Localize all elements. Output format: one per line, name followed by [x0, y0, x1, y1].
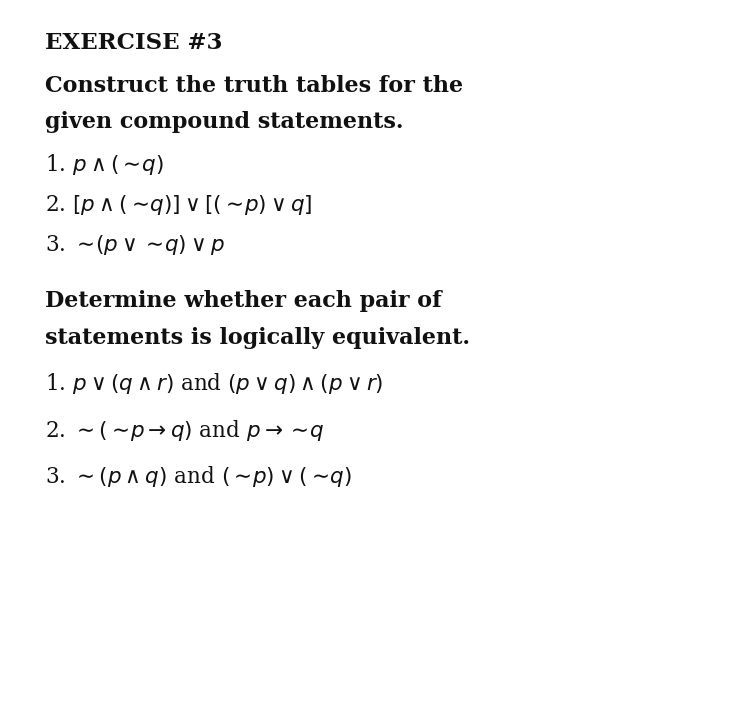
Text: Determine whether each pair of: Determine whether each pair of: [45, 290, 441, 312]
Text: statements is logically equivalent.: statements is logically equivalent.: [45, 327, 470, 349]
Text: given compound statements.: given compound statements.: [45, 111, 403, 133]
Text: 3. $\sim\!(p \vee \sim\!q) \vee p$: 3. $\sim\!(p \vee \sim\!q) \vee p$: [45, 233, 224, 258]
Text: 3. $\sim (p \wedge q)$ and $(\sim\!p) \vee (\sim\!q)$: 3. $\sim (p \wedge q)$ and $(\sim\!p) \v…: [45, 464, 351, 489]
Text: EXERCISE #3: EXERCISE #3: [45, 32, 222, 54]
Text: 2. $[p \wedge (\sim\!q)] \vee [(\sim\!p) \vee q]$: 2. $[p \wedge (\sim\!q)] \vee [(\sim\!p)…: [45, 193, 312, 217]
Text: 1. $p \vee (q \wedge r)$ and $(p \vee q) \wedge (p \vee r)$: 1. $p \vee (q \wedge r)$ and $(p \vee q)…: [45, 371, 383, 396]
Text: 1. $p \wedge (\sim\!q)$: 1. $p \wedge (\sim\!q)$: [45, 152, 163, 177]
Text: 2. $\sim (\sim\!p \rightarrow q)$ and $p \rightarrow \sim\!q$: 2. $\sim (\sim\!p \rightarrow q)$ and $p…: [45, 418, 323, 443]
Text: Construct the truth tables for the: Construct the truth tables for the: [45, 75, 463, 97]
